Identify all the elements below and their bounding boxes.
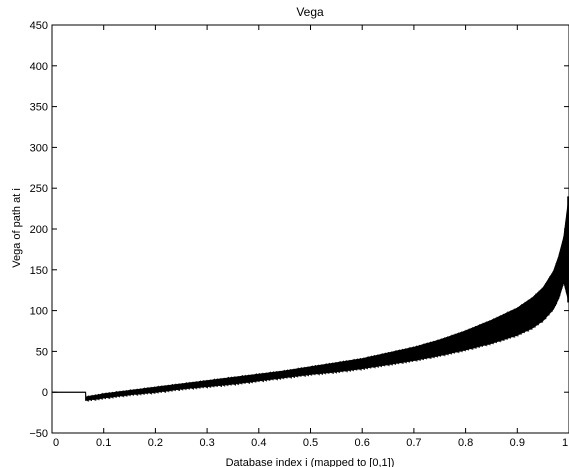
y-tick-label: 100 [30,306,48,318]
plot-frame [51,24,569,434]
y-axis-title: Vega of path at i [11,188,23,268]
x-tick-label: 0.9 [510,437,525,449]
y-tick-label: 300 [30,142,48,154]
series-line [85,195,569,402]
x-tick-label: 0 [53,437,59,449]
x-tick-label: 0.2 [148,437,163,449]
y-tick-label: 150 [30,265,48,277]
x-tick-label: 0.4 [251,437,266,449]
y-tick-label: 0 [42,387,48,399]
y-tick-label: 200 [30,224,48,236]
x-tick-label: 0.6 [355,437,370,449]
x-tick-label: 0.5 [303,437,318,449]
x-axis-title: Database index i (mapped to [0,1]) [226,457,395,467]
chart-title: Vega [296,5,324,19]
x-tick-label: 0.3 [199,437,214,449]
plot-area: 0 0.1 0.2 0.3 0.4 0.5 0.6 0.7 0.8 0.9 1 −50 0 50 100 15… [29,20,569,449]
y-tick-label: 50 [36,346,48,358]
x-tick-label: 1 [562,437,568,449]
y-tick-label: 450 [30,20,48,32]
y-tick-label: 350 [30,102,48,114]
data-series [52,195,569,402]
y-tick-label: −50 [29,428,48,440]
y-tick-label: 400 [30,61,48,73]
x-tick-label: 0.7 [406,437,421,449]
x-tick-label: 0.1 [96,437,111,449]
y-tick-label: 250 [30,183,48,195]
x-tick-label: 0.8 [458,437,473,449]
